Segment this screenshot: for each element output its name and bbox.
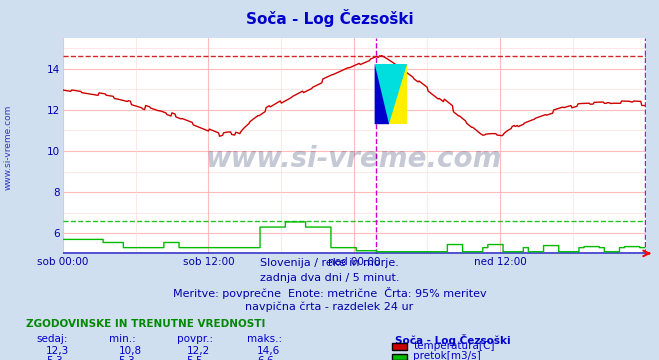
Text: 6,6: 6,6 xyxy=(257,356,273,360)
Text: Meritve: povprečne  Enote: metrične  Črta: 95% meritev: Meritve: povprečne Enote: metrične Črta:… xyxy=(173,287,486,299)
Text: zadnja dva dni / 5 minut.: zadnja dva dni / 5 minut. xyxy=(260,273,399,283)
Text: Soča - Log Čezsoški: Soča - Log Čezsoški xyxy=(395,334,511,346)
Text: www.si-vreme.com: www.si-vreme.com xyxy=(4,105,13,190)
Text: navpična črta - razdelek 24 ur: navpična črta - razdelek 24 ur xyxy=(245,301,414,312)
Polygon shape xyxy=(389,64,407,124)
Text: 5,3: 5,3 xyxy=(46,356,63,360)
Text: Soča - Log Čezsoški: Soča - Log Čezsoški xyxy=(246,9,413,27)
Text: pretok[m3/s]: pretok[m3/s] xyxy=(413,351,481,360)
Text: 12,2: 12,2 xyxy=(186,346,210,356)
Text: 10,8: 10,8 xyxy=(119,346,142,356)
Text: ZGODOVINSKE IN TRENUTNE VREDNOSTI: ZGODOVINSKE IN TRENUTNE VREDNOSTI xyxy=(26,319,266,329)
Text: www.si-vreme.com: www.si-vreme.com xyxy=(206,145,502,173)
Text: 5,5: 5,5 xyxy=(186,356,203,360)
Text: 14,6: 14,6 xyxy=(257,346,280,356)
Polygon shape xyxy=(374,64,389,124)
Text: 5,3: 5,3 xyxy=(119,356,135,360)
Text: maks.:: maks.: xyxy=(247,334,282,344)
Polygon shape xyxy=(374,64,407,124)
Text: sedaj:: sedaj: xyxy=(36,334,68,344)
Text: min.:: min.: xyxy=(109,334,136,344)
Text: Slovenija / reke in morje.: Slovenija / reke in morje. xyxy=(260,258,399,268)
Text: temperatura[C]: temperatura[C] xyxy=(413,341,495,351)
Text: povpr.:: povpr.: xyxy=(177,334,213,344)
Text: 12,3: 12,3 xyxy=(46,346,69,356)
